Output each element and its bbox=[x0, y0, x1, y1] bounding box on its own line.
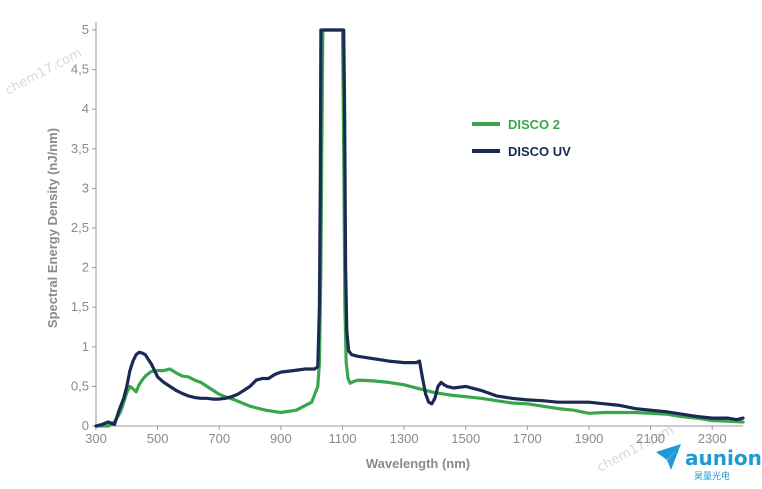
y-tick-label: 1,5 bbox=[71, 299, 89, 314]
y-tick-label: 2,5 bbox=[71, 220, 89, 235]
x-axis-title: Wavelength (nm) bbox=[366, 456, 470, 471]
x-tick-label: 2100 bbox=[636, 431, 665, 446]
legend-label-discouv: DISCO UV bbox=[508, 144, 571, 159]
y-tick-label: 5 bbox=[82, 22, 89, 37]
x-tick-label: 700 bbox=[208, 431, 230, 446]
y-tick-label: 2 bbox=[82, 260, 89, 275]
brand-logo: aunion 昊量光电 bbox=[656, 444, 762, 482]
series-line-discouv bbox=[94, 28, 745, 428]
x-tick-label: 1700 bbox=[513, 431, 542, 446]
y-tick-label: 0 bbox=[82, 418, 89, 433]
y-tick-label: 4 bbox=[82, 101, 89, 116]
y-tick-label: 3 bbox=[82, 180, 89, 195]
x-tick-label: 2300 bbox=[698, 431, 727, 446]
x-tick-label: 500 bbox=[147, 431, 169, 446]
brand-subtitle: 昊量光电 bbox=[694, 470, 730, 482]
x-tick-label: 1900 bbox=[574, 431, 603, 446]
y-tick-label: 0,5 bbox=[71, 378, 89, 393]
x-tick-label: 1500 bbox=[451, 431, 480, 446]
y-tick-label: 4,5 bbox=[71, 62, 89, 77]
legend-label-disco2: DISCO 2 bbox=[508, 117, 560, 132]
legend: DISCO 2 DISCO UV bbox=[472, 117, 571, 159]
brand-name: aunion bbox=[685, 446, 762, 470]
paper-plane-icon bbox=[656, 444, 681, 470]
x-tick-label: 300 bbox=[85, 431, 107, 446]
series-group bbox=[94, 28, 745, 428]
y-tick-label: 3,5 bbox=[71, 141, 89, 156]
y-tick-label: 1 bbox=[82, 339, 89, 354]
axes-group: 300 500 700 900 1100 1300 1500 1700 1900 2100 2300… bbox=[71, 22, 743, 446]
x-tick-label: 900 bbox=[270, 431, 292, 446]
x-tick-label: 1300 bbox=[390, 431, 419, 446]
paper-plane-fold bbox=[663, 444, 681, 466]
x-tick-label: 1100 bbox=[328, 431, 356, 446]
y-axis-title: Spectral Energy Density (nJ/nm) bbox=[45, 128, 60, 328]
